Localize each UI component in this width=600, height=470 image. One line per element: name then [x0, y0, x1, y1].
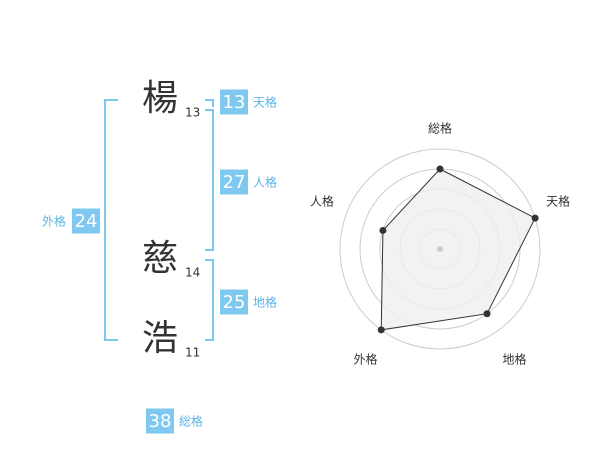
grade-value: 25 — [223, 292, 246, 313]
grade-label: 地格 — [253, 295, 277, 310]
radar-center — [437, 246, 443, 252]
stroke-count: 14 — [185, 266, 200, 280]
jin-bracket — [205, 109, 214, 251]
grade-box — [146, 408, 174, 434]
outer-bracket — [104, 99, 118, 341]
stroke-count: 11 — [185, 346, 200, 360]
grade-box — [220, 289, 248, 315]
radar-label: 総格 — [428, 121, 452, 136]
radar-label: 外格 — [353, 352, 377, 367]
radar-point — [379, 226, 387, 234]
grade-label: 天格 — [253, 95, 277, 110]
grade-label: 人格 — [253, 175, 277, 190]
grade-value: 24 — [75, 211, 98, 232]
grade-label: 外格 — [42, 214, 66, 229]
radar-label: 人格 — [310, 193, 334, 208]
radar-label: 天格 — [546, 193, 570, 208]
radar-point — [436, 165, 444, 173]
chi-bracket — [205, 259, 214, 341]
radar-ring — [339, 148, 541, 350]
grade-value: 38 — [149, 411, 172, 432]
grade-box — [220, 169, 248, 195]
grade-value: 27 — [223, 172, 246, 193]
kanji: 楊 — [142, 78, 178, 119]
radar-point — [377, 326, 385, 334]
kanji: 慈 — [142, 238, 178, 279]
grade-box — [220, 89, 248, 115]
ten-bracket — [205, 99, 214, 107]
radar-area — [380, 168, 536, 331]
radar-point — [531, 214, 539, 222]
grade-label: 総格 — [179, 414, 203, 429]
stroke-count: 13 — [185, 106, 200, 120]
grade-value: 13 — [223, 92, 246, 113]
grade-box — [72, 208, 100, 234]
radar-point — [483, 310, 491, 318]
kanji: 浩 — [142, 318, 178, 359]
radar-label: 地格 — [503, 352, 527, 367]
